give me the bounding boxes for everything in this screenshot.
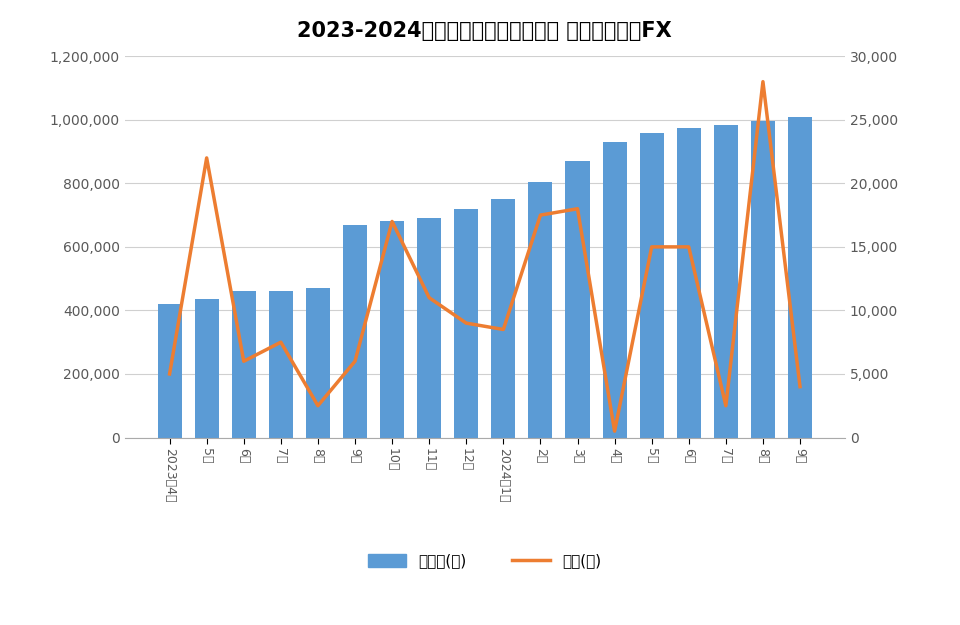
Bar [492, 199, 516, 438]
Bar [269, 291, 293, 437]
Bar [751, 121, 775, 438]
Bar [565, 161, 589, 437]
Bar [343, 224, 367, 438]
Title: 2023-2024年　投資額と利益の推移 トライオートFX: 2023-2024年 投資額と利益の推移 トライオートFX [298, 21, 672, 41]
Bar [603, 142, 627, 438]
Bar [639, 132, 663, 438]
Bar [231, 291, 255, 437]
Bar [528, 182, 552, 438]
Bar [380, 221, 404, 438]
Bar [788, 117, 812, 437]
Bar [714, 124, 738, 437]
Bar [157, 304, 181, 438]
Bar [677, 127, 701, 438]
Legend: 投資額(円), 利益(円): 投資額(円), 利益(円) [362, 548, 608, 575]
Bar [306, 288, 330, 438]
Bar [454, 209, 478, 438]
Bar [418, 218, 442, 438]
Bar [195, 299, 219, 438]
